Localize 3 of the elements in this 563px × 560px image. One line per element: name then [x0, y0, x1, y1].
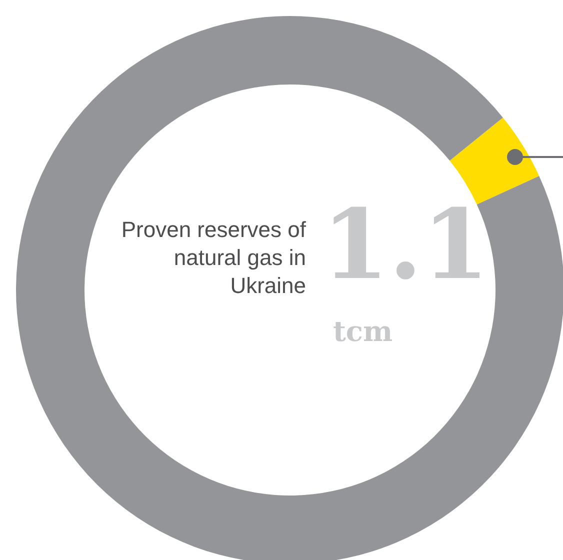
- text: 1.1: [322, 187, 490, 303]
- text: tcm: [333, 315, 393, 348]
- text: Proven reserves of natural gas in Ukraine: [120, 216, 306, 300]
